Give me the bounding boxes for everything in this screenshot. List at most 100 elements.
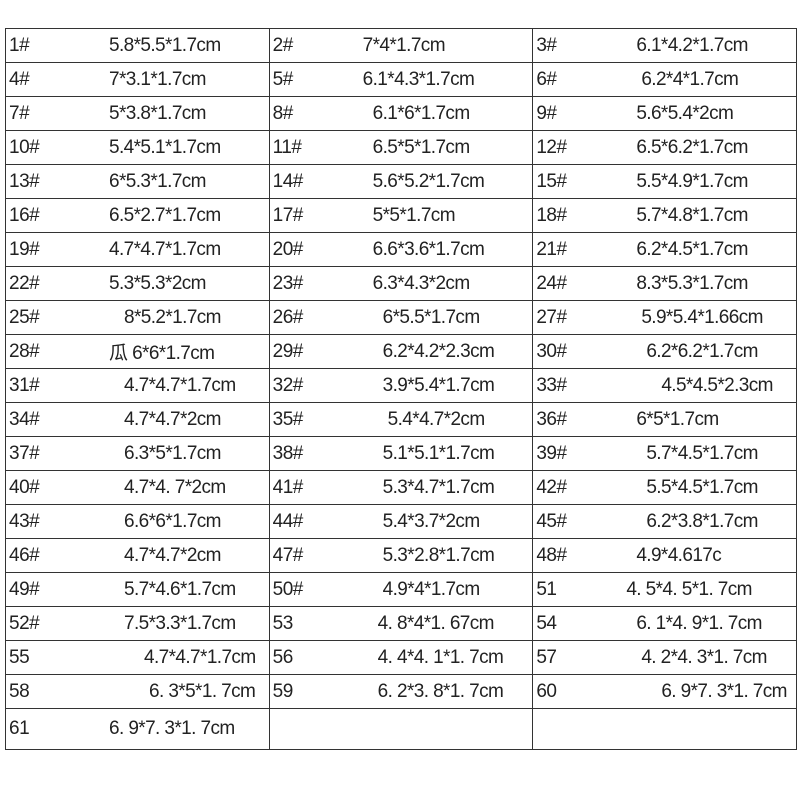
item-size: 4. 4*4. 1*1. 7cm xyxy=(377,646,504,668)
table-cell: 61 6. 9*7. 3*1. 7cm xyxy=(5,708,270,750)
item-number: 11# xyxy=(272,136,302,158)
item-number: 45# xyxy=(536,510,567,532)
item-number: 21# xyxy=(536,238,567,260)
item-number: 6# xyxy=(536,68,557,90)
table-cell: 19# 4.7*4.7*1.7cm xyxy=(5,232,270,267)
table-cell: 43# 6.6*6*1.7cm xyxy=(5,504,270,539)
item-size: 6.1*6*1.7cm xyxy=(372,102,471,124)
item-number: 8# xyxy=(272,102,294,124)
item-number: 15# xyxy=(536,170,567,192)
table-row: 61 6. 9*7. 3*1. 7cm xyxy=(5,708,797,750)
item-size: 5.4*4.7*2cm xyxy=(387,408,486,430)
item-number: 7# xyxy=(9,102,30,124)
item-size: 6.2*6.2*1.7cm xyxy=(646,340,758,362)
item-size: 6*5*1.7cm xyxy=(636,408,719,430)
table-cell: 37# 6.3*5*1.7cm xyxy=(5,436,270,471)
item-number: 56 xyxy=(272,646,294,668)
table-cell: 13# 6*5.3*1.7cm xyxy=(5,164,270,199)
item-size: 6.6*6*1.7cm xyxy=(124,510,222,532)
table-cell: 8# 6.1*6*1.7cm xyxy=(268,96,534,131)
table-cell: 2# 7*4*1.7cm xyxy=(268,28,534,63)
item-number: 36# xyxy=(536,408,567,430)
item-number: 16# xyxy=(9,204,40,226)
table-cell: 25# 8*5.2*1.7cm xyxy=(5,300,270,335)
table-cell: 35# 5.4*4.7*2cm xyxy=(268,402,534,437)
item-size: 5.9*5.4*1.66cm xyxy=(641,306,763,328)
item-number: 2# xyxy=(272,34,294,56)
table-cell: 23# 6.3*4.3*2cm xyxy=(268,266,534,301)
item-number: 48# xyxy=(536,544,567,566)
table-cell: 12# 6.5*6.2*1.7cm xyxy=(532,130,797,165)
item-size: 4. 5*4. 5*1. 7cm xyxy=(626,578,752,600)
item-number: 14# xyxy=(272,170,304,192)
item-size: 6. 9*7. 3*1. 7cm xyxy=(109,718,235,739)
table-cell: 32# 3.9*5.4*1.7cm xyxy=(268,368,534,403)
table-cell: 48# 4.9*4.617c xyxy=(532,538,797,573)
item-size: 6.2*3.8*1.7cm xyxy=(646,510,758,532)
item-number: 10# xyxy=(9,136,40,158)
item-number: 31# xyxy=(9,374,40,396)
item-number: 25# xyxy=(9,306,40,328)
item-size: 4.5*4.5*2.3cm xyxy=(661,374,773,396)
item-number: 35# xyxy=(272,408,304,430)
table-row: 16# 6.5*2.7*1.7cm 17# 5*5*1.7cm 18# 5.7*4.8*1… xyxy=(5,198,797,233)
table-row: 13# 6*5.3*1.7cm 14# 5.6*5.2*1.7cm 15# 5.5*4.9… xyxy=(5,164,797,199)
item-size: 4.7*4.7*2cm xyxy=(124,408,222,430)
item-size: 6*5.5*1.7cm xyxy=(382,306,481,328)
table-cell: 58 6. 3*5*1. 7cm xyxy=(5,674,270,709)
table-cell: 9# 5.6*5.4*2cm xyxy=(532,96,797,131)
item-size: 6.2*4.2*2.3cm xyxy=(382,340,495,362)
item-number: 34# xyxy=(9,408,40,430)
table-row: 49# 5.7*4.6*1.7cm 50# 4.9*4*1.7cm 51 4. 5*4. … xyxy=(5,572,797,607)
table-row: 28# 瓜 6*6*1.7cm 29# 6.2*4.2*2.3cm 30# 6.2*6.2… xyxy=(5,334,797,369)
item-number: 26# xyxy=(272,306,304,328)
table-cell: 41# 5.3*4.7*1.7cm xyxy=(268,470,534,505)
table-cell: 6# 6.2*4*1.7cm xyxy=(532,62,797,97)
table-cell: 46# 4.7*4.7*2cm xyxy=(5,538,270,573)
table-cell: 44# 5.4*3.7*2cm xyxy=(268,504,534,539)
table-cell: 17# 5*5*1.7cm xyxy=(268,198,534,233)
item-number: 57 xyxy=(536,646,557,668)
item-size: 5.5*4.9*1.7cm xyxy=(636,170,748,192)
table-cell: 51 4. 5*4. 5*1. 7cm xyxy=(532,572,797,607)
table-row: 52# 7.5*3.3*1.7cm 53 4. 8*4*1. 67cm 54 6. 1*4… xyxy=(5,606,797,641)
item-number: 24# xyxy=(536,272,567,294)
item-size: 4. 2*4. 3*1. 7cm xyxy=(641,646,767,668)
item-number: 18# xyxy=(536,204,567,226)
item-number: 43# xyxy=(9,510,40,532)
item-size: 5.4*3.7*2cm xyxy=(382,510,481,532)
item-number: 28# xyxy=(9,340,40,362)
table-cell: 55 4.7*4.7*1.7cm xyxy=(5,640,270,675)
table-row: 40# 4.7*4. 7*2cm 41# 5.3*4.7*1.7cm 42# 5.5*4.… xyxy=(5,470,797,505)
item-number: 39# xyxy=(536,442,567,464)
item-number: 52# xyxy=(9,612,40,634)
table-cell: 34# 4.7*4.7*2cm xyxy=(5,402,270,437)
table-cell: 57 4. 2*4. 3*1. 7cm xyxy=(532,640,797,675)
table-cell: 52# 7.5*3.3*1.7cm xyxy=(5,606,270,641)
item-number: 38# xyxy=(272,442,304,464)
item-size: 6.1*4.2*1.7cm xyxy=(636,34,748,56)
table-cell: 28# 瓜 6*6*1.7cm xyxy=(5,334,270,369)
item-number: 50# xyxy=(272,578,304,600)
item-size: 4.7*4.7*1.7cm xyxy=(124,374,236,396)
item-size: 5.6*5.2*1.7cm xyxy=(372,170,485,192)
item-size: 5.7*4.6*1.7cm xyxy=(124,578,236,600)
table-cell: 18# 5.7*4.8*1.7cm xyxy=(532,198,797,233)
item-size: 5*3.8*1.7cm xyxy=(109,102,207,124)
item-size: 5.3*5.3*2cm xyxy=(109,272,207,294)
item-number: 29# xyxy=(272,340,304,362)
item-size: 4.7*4.7*2cm xyxy=(124,544,222,566)
item-size: 7*4*1.7cm xyxy=(362,34,446,56)
item-number: 37# xyxy=(9,442,40,464)
item-size: 5.7*4.5*1.7cm xyxy=(646,442,758,464)
table-cell: 15# 5.5*4.9*1.7cm xyxy=(532,164,797,199)
table-row: 10# 5.4*5.1*1.7cm 11# 6.5*5*1.7cm 12# 6.5*6.2… xyxy=(5,130,797,165)
item-size: 4.7*4.7*1.7cm xyxy=(109,238,221,260)
item-number: 59 xyxy=(272,680,294,702)
item-number: 61 xyxy=(9,718,30,739)
item-number: 12# xyxy=(536,136,567,158)
item-size: 6. 1*4. 9*1. 7cm xyxy=(636,612,762,634)
item-size: 4.9*4*1.7cm xyxy=(382,578,481,600)
item-size: 6. 2*3. 8*1. 7cm xyxy=(377,680,504,702)
item-number: 60 xyxy=(536,680,557,702)
